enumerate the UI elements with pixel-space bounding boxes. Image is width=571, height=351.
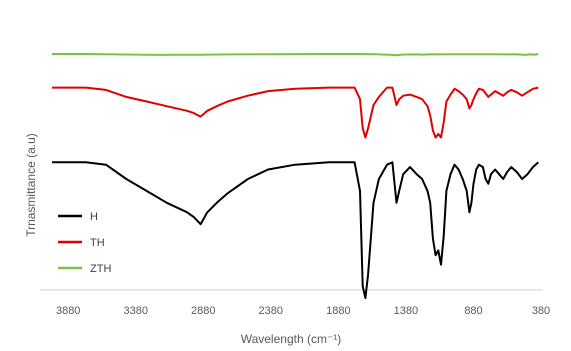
- series-layer: [52, 53, 539, 299]
- x-tick-label: 3880: [56, 305, 80, 317]
- x-tick-label: 2880: [191, 305, 215, 317]
- series-line-h: [52, 161, 539, 299]
- x-tick-label: 1880: [326, 305, 350, 317]
- x-tick-label: 2380: [259, 305, 283, 317]
- x-tick-labels: 3880 3380 2880 2380 1880 1380 880 380: [56, 305, 550, 317]
- legend-label-h: H: [90, 211, 98, 223]
- x-tick-label: 3380: [124, 305, 148, 317]
- x-tick-label: 1380: [394, 305, 418, 317]
- legend: H TH ZTH: [58, 211, 111, 275]
- legend-label-th: TH: [90, 237, 105, 249]
- x-axis-title: Wavelength (cm⁻¹): [241, 332, 342, 346]
- x-tick-label: 880: [464, 305, 482, 317]
- series-line-zth: [52, 53, 539, 57]
- series-line-th: [52, 86, 539, 139]
- y-axis-title: Trnasmittance (a.u): [24, 133, 38, 237]
- x-tick-label: 380: [532, 305, 550, 317]
- legend-label-zth: ZTH: [90, 263, 111, 275]
